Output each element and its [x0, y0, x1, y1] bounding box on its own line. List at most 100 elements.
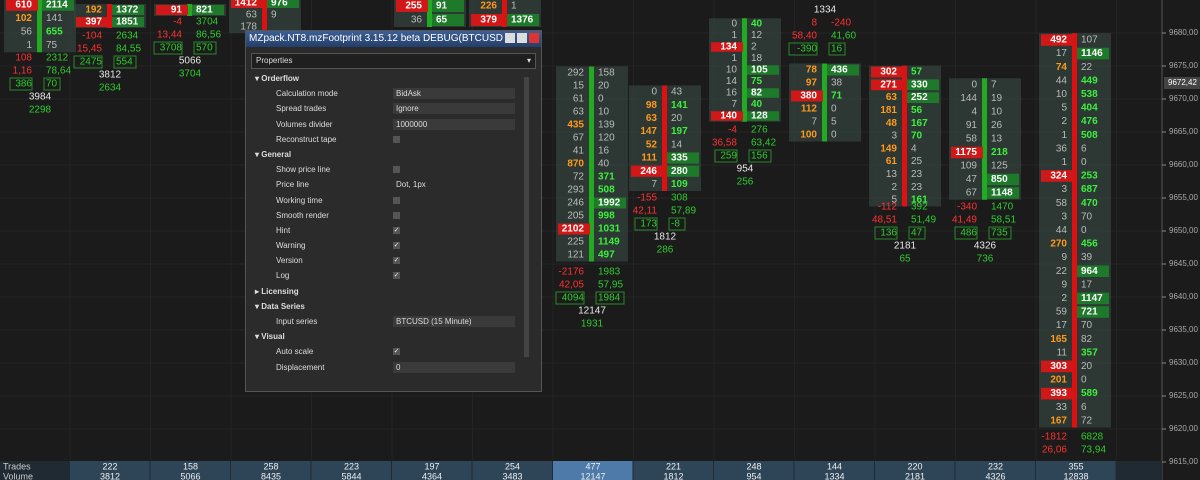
ask-volume: 252: [911, 92, 928, 103]
bid-volume: 3: [1061, 184, 1067, 195]
expander[interactable]: ▸: [255, 286, 262, 296]
ask-volume: 18: [751, 53, 763, 64]
ask-volume: 0: [598, 94, 604, 105]
ask-volume: 436: [831, 65, 848, 76]
bid-volume: 397: [85, 17, 102, 28]
ask-highlight: [667, 165, 699, 177]
section-row[interactable]: ▾ Orderflow: [251, 71, 519, 86]
delta-value: 108: [15, 53, 32, 64]
property-label: Auto scale: [276, 347, 314, 357]
checkbox[interactable]: [393, 211, 400, 219]
total-value: 1931: [581, 319, 604, 330]
bid-volume: 16: [726, 88, 738, 99]
properties-dropdown[interactable]: Properties: [251, 53, 536, 69]
price-label: 9660,00: [1169, 160, 1198, 169]
property-label: Volumes divider: [276, 119, 333, 129]
checkbox[interactable]: ✓: [393, 257, 400, 265]
section-row[interactable]: ▾ General: [251, 147, 519, 162]
section-name: Licensing: [261, 286, 299, 296]
section-row[interactable]: ▾ Visual: [251, 329, 519, 344]
bid-highlight: [156, 5, 188, 15]
expander[interactable]: ▾: [255, 149, 262, 159]
ask-highlight: [507, 14, 539, 26]
ask-volume: 158: [598, 68, 615, 79]
current-price-box: [1164, 77, 1200, 89]
price-label: 9615,00: [1169, 457, 1198, 466]
ask-volume: 12: [751, 30, 763, 41]
ask-volume: 82: [751, 88, 763, 99]
checkbox[interactable]: [393, 166, 400, 174]
ask-volume: 508: [1081, 130, 1098, 141]
price-label: 9625,00: [1169, 391, 1198, 400]
row-label: Volume: [3, 471, 33, 480]
bid-volume: 15: [573, 81, 585, 92]
bid-volume: 5: [1061, 103, 1067, 114]
scrollbar[interactable]: [524, 77, 529, 357]
property-row: Calculation mode BidAsk: [251, 86, 519, 101]
section-row[interactable]: ▸ Licensing: [251, 284, 519, 299]
expander[interactable]: ▾: [255, 301, 262, 311]
bid-volume: 2: [1061, 293, 1067, 304]
expander[interactable]: ▾: [255, 332, 262, 342]
checkbox[interactable]: ✓: [393, 242, 400, 250]
ask-highlight: [747, 65, 779, 75]
bid-volume: 0: [731, 19, 737, 30]
bid-volume: 0: [971, 80, 977, 91]
section-row[interactable]: ▾ Data Series: [251, 299, 519, 314]
minimize[interactable]: [505, 33, 515, 43]
price-label: 9620,00: [1169, 424, 1198, 433]
bid-volume: 1: [26, 40, 32, 51]
text-input[interactable]: 0: [393, 361, 515, 373]
ratio-value: 86,56: [196, 30, 221, 41]
checkbox[interactable]: ✓: [393, 226, 400, 234]
bid-volume: 59: [1056, 307, 1068, 318]
bid-volume: 192: [85, 5, 102, 16]
ratio-value: 1,16: [13, 66, 33, 77]
ask-volume: 655: [46, 27, 63, 38]
ask-volume: 538: [1081, 89, 1098, 100]
checkbox[interactable]: [393, 196, 400, 204]
maximize[interactable]: [517, 33, 527, 43]
delta-value: 1983: [598, 267, 621, 278]
close[interactable]: [529, 33, 539, 43]
ask-volume: 357: [1081, 347, 1098, 358]
ask-highlight: [907, 92, 939, 103]
text-input[interactable]: BTCUSD (15 Minute): [393, 316, 515, 327]
checkbox[interactable]: ✓: [393, 272, 400, 280]
window-buttons: [505, 33, 539, 43]
ask-volume: 65: [436, 15, 448, 26]
bid-volume: 393: [1050, 388, 1067, 399]
bid-volume: 100: [800, 130, 817, 141]
expander[interactable]: ▾: [255, 74, 262, 83]
volume-value: 1812: [654, 232, 677, 243]
counts-value: 570: [196, 43, 213, 54]
checkbox[interactable]: ✓: [393, 348, 400, 356]
ask-volume: 2114: [46, 0, 68, 11]
select[interactable]: Ignore: [393, 103, 515, 115]
ask-volume: 721: [1081, 307, 1098, 318]
ask-volume: 139: [598, 120, 615, 131]
property-label: Smooth render: [276, 210, 329, 220]
checkbox[interactable]: [393, 135, 400, 143]
select[interactable]: BidAsk: [393, 88, 515, 100]
bid-volume: 10: [726, 65, 738, 76]
bid-volume: 492: [1050, 35, 1067, 46]
ask-volume: 20: [598, 81, 610, 92]
count-box: [714, 149, 738, 163]
counts-value: 4094: [562, 293, 585, 304]
property-tree: ▾ Orderflow Calculation mode BidAsk Spread …: [251, 71, 519, 389]
ratio-value: 58,51: [991, 215, 1016, 226]
bid-volume: 270: [1050, 239, 1067, 250]
ask-volume: 2: [751, 42, 757, 53]
ask-highlight: [1077, 306, 1109, 318]
delta-value: -1812: [1041, 432, 1067, 443]
bid-volume: 41: [573, 146, 585, 157]
delta-value: 308: [671, 193, 688, 204]
count-box: [748, 149, 772, 163]
volume-value: 12147: [578, 306, 606, 317]
trades-cell: 158: [183, 461, 198, 471]
table-cell: [311, 461, 391, 480]
text-input[interactable]: 1000000: [393, 118, 515, 130]
volume-value: 4326: [974, 241, 997, 252]
ask-volume: 0: [1081, 157, 1087, 168]
